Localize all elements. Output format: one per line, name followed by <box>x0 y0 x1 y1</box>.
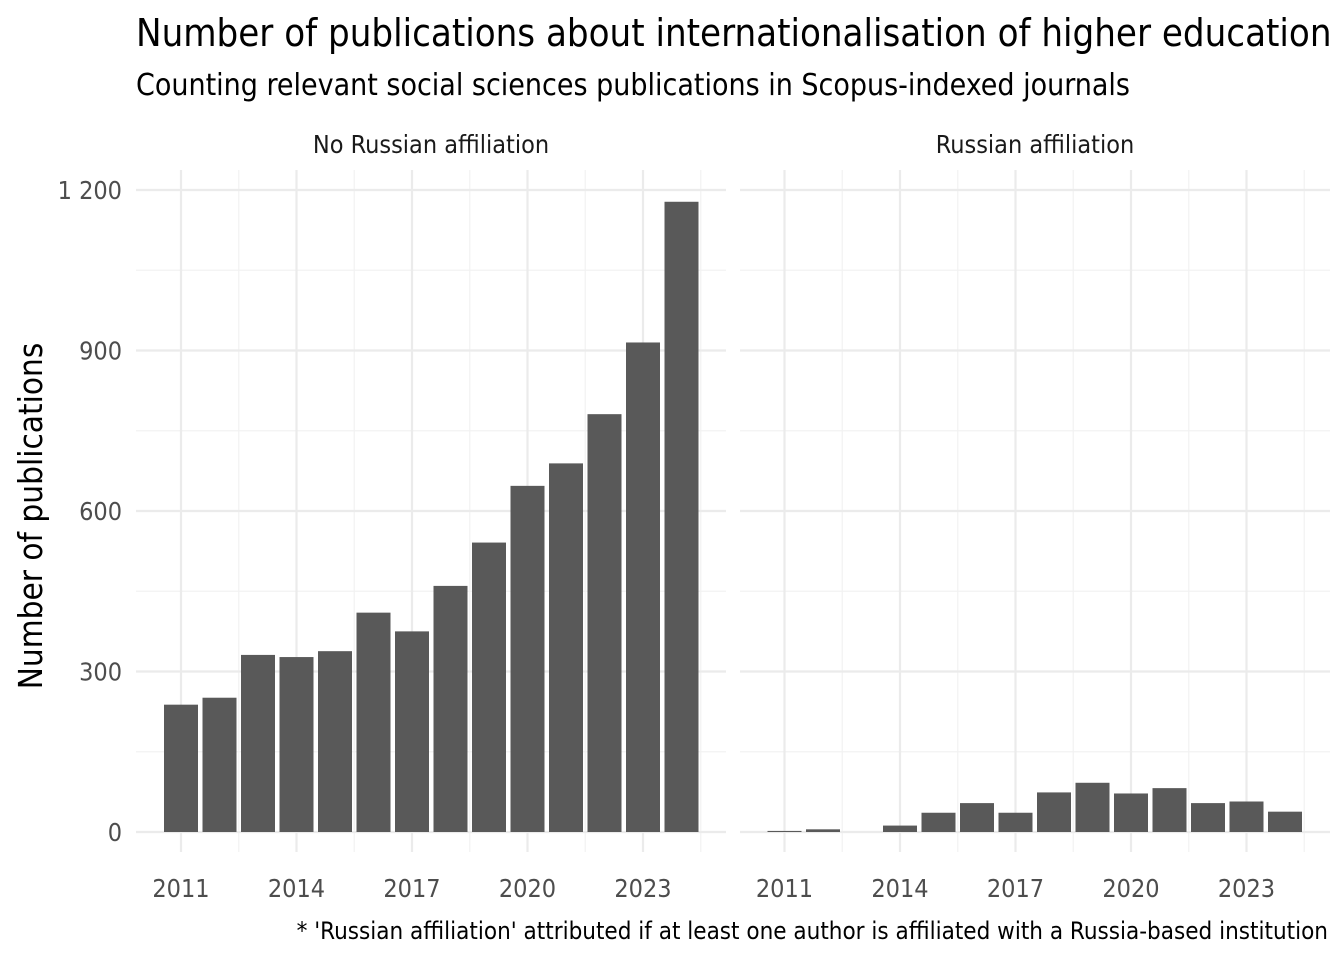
x-tick-label: 2014 <box>268 874 325 903</box>
x-tick-label: 2023 <box>614 874 671 903</box>
facet-panels: No Russian affiliation 2011 2014 2017 2020 20… <box>58 130 1330 903</box>
x-tick-label: 2011 <box>152 874 209 903</box>
y-tick-label: 600 <box>79 497 122 526</box>
bar-2015 <box>921 812 956 832</box>
bar-2017 <box>395 631 429 832</box>
bar-2012 <box>202 697 237 832</box>
bar-2019 <box>472 542 506 832</box>
chart-subtitle: Counting relevant social sciences public… <box>136 68 1130 103</box>
bar-2023 <box>626 342 660 832</box>
x-tick-label: 2020 <box>1102 874 1159 903</box>
bar-2018 <box>433 585 468 832</box>
bar-2019 <box>1075 782 1110 832</box>
x-tick-label: 2023 <box>1218 874 1275 903</box>
facet-label: Russian affiliation <box>936 130 1135 159</box>
bar-2021 <box>549 463 583 832</box>
bar-2014 <box>883 825 917 832</box>
y-axis-label: Number of publications <box>11 343 50 690</box>
bar-2017 <box>998 812 1033 832</box>
bar-2023 <box>1229 801 1264 832</box>
bar-2013 <box>241 654 275 832</box>
y-tick-label: 1 200 <box>58 176 122 205</box>
chart-title: Number of publications about internation… <box>136 11 1332 55</box>
x-tick-label: 2020 <box>499 874 556 903</box>
bar-2014 <box>279 657 314 832</box>
facet-label: No Russian affiliation <box>313 130 549 159</box>
bar-2011 <box>164 704 198 832</box>
bar-2022 <box>587 414 622 832</box>
chart-caption: * 'Russian affiliation' attributed if at… <box>297 917 1328 945</box>
bar-2016 <box>960 803 994 832</box>
bar-2024 <box>1268 811 1302 832</box>
y-tick-label: 900 <box>79 337 122 366</box>
y-tick-label: 300 <box>79 658 122 687</box>
x-tick-label: 2011 <box>756 874 813 903</box>
bar-2018 <box>1037 792 1071 832</box>
y-tick-label: 0 <box>108 818 122 847</box>
bar-2020 <box>1114 793 1148 832</box>
bar-2011 <box>767 830 802 832</box>
bar-2020 <box>510 485 545 832</box>
x-tick-label: 2017 <box>383 874 440 903</box>
x-tick-label: 2014 <box>871 874 928 903</box>
bar-2024 <box>664 201 699 832</box>
bar-2015 <box>318 651 352 832</box>
bar-2021 <box>1152 788 1187 832</box>
bar-2022 <box>1191 803 1225 832</box>
bar-2016 <box>356 612 391 832</box>
bar-2012 <box>806 829 840 832</box>
x-tick-label: 2017 <box>987 874 1044 903</box>
